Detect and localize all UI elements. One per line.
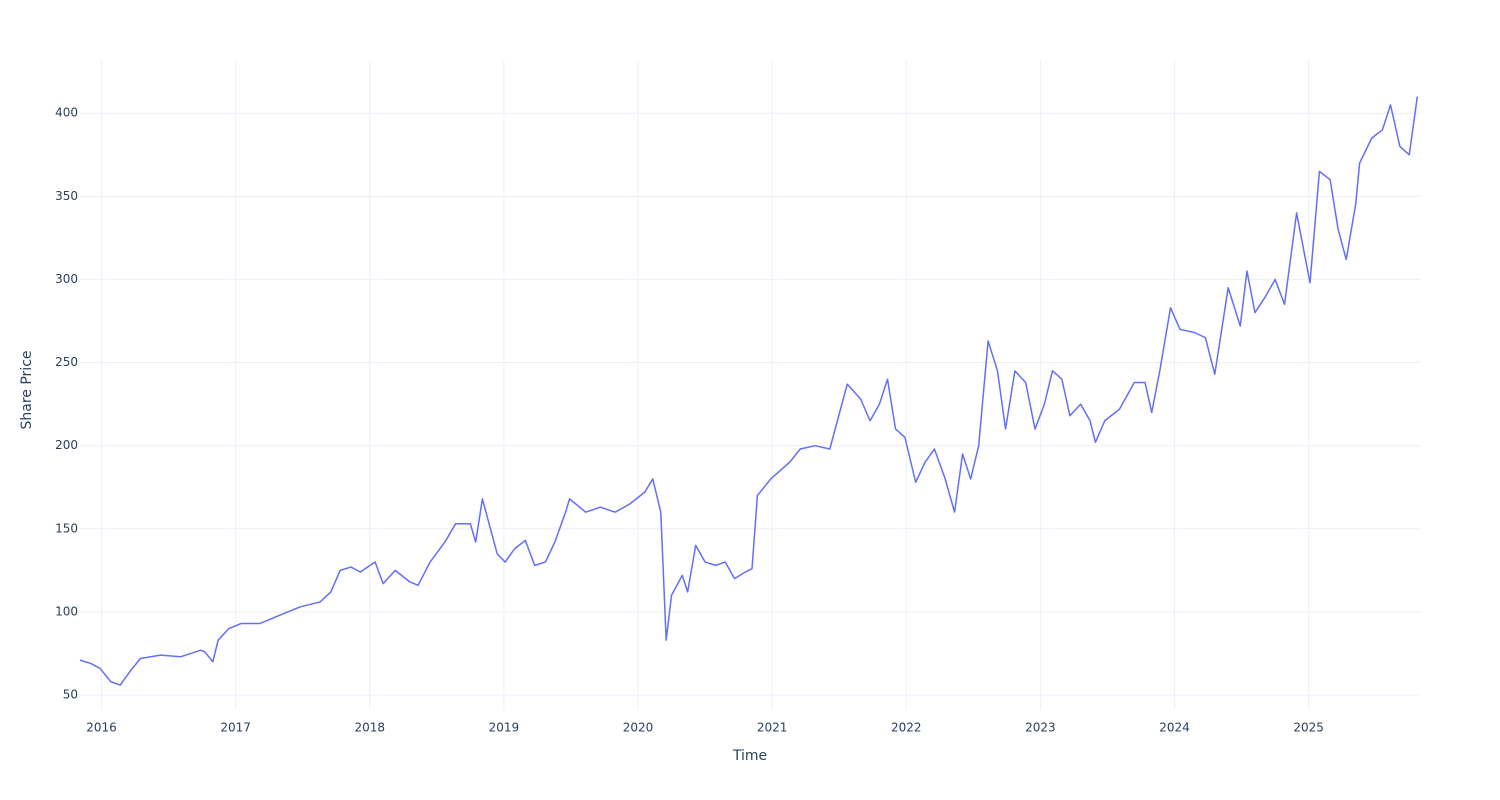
x-tick-label: 2018	[354, 721, 385, 735]
x-tick-label: 2024	[1159, 721, 1190, 735]
x-tick-label: 2023	[1025, 721, 1056, 735]
x-axis-title: Time	[732, 748, 767, 764]
x-tick-label: 2016	[86, 721, 117, 735]
y-tick-label: 300	[55, 272, 78, 286]
x-tick-label: 2025	[1293, 721, 1324, 735]
y-tick-label: 150	[55, 521, 78, 535]
y-axis-title: Share Price	[19, 350, 35, 429]
y-tick-label: 400	[55, 106, 78, 120]
y-tick-label: 50	[63, 688, 78, 702]
y-tick-label: 100	[55, 604, 78, 618]
x-tick-label: 2021	[757, 721, 788, 735]
y-tick-label: 250	[55, 355, 78, 369]
x-tick-label: 2020	[623, 721, 654, 735]
y-tick-label: 200	[55, 438, 78, 452]
x-tick-label: 2019	[489, 721, 520, 735]
y-tick-label: 350	[55, 189, 78, 203]
x-tick-label: 2022	[891, 721, 922, 735]
x-tick-label: 2017	[220, 721, 251, 735]
price-line	[79, 96, 1419, 686]
